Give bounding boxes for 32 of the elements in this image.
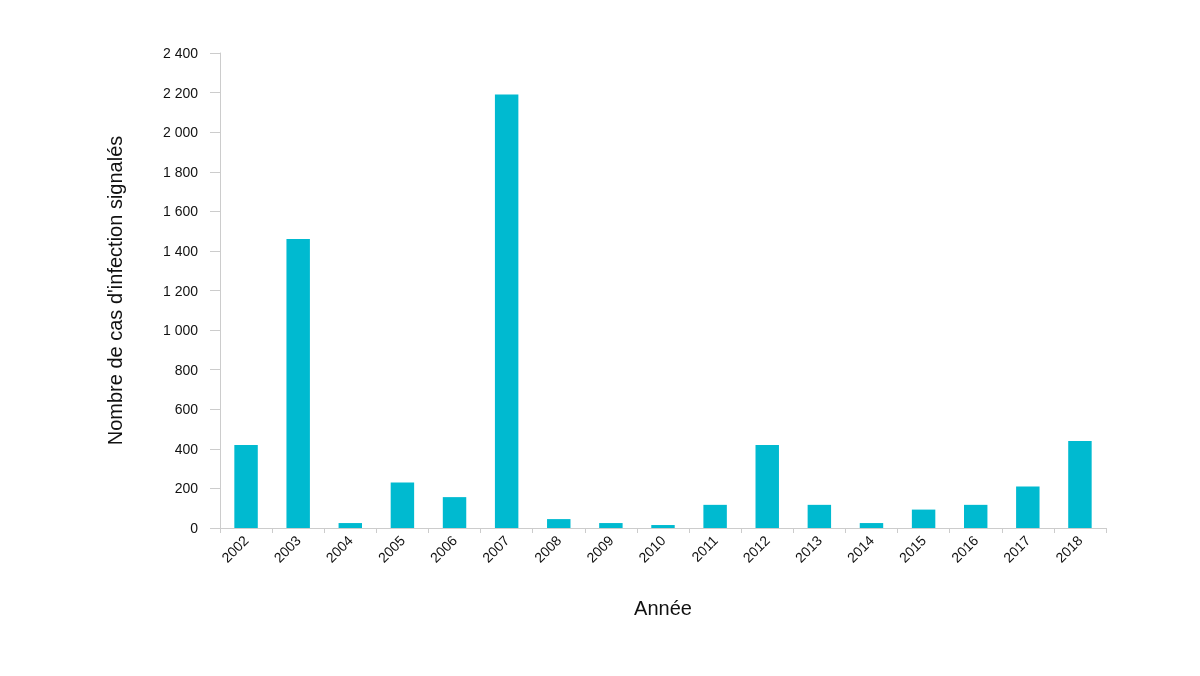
y-tick-label: 200	[174, 480, 199, 497]
bar	[1016, 486, 1040, 528]
bar	[963, 504, 988, 528]
bar	[599, 523, 623, 528]
y-tick-label: 1 600	[162, 203, 199, 220]
y-tick-label: 800	[174, 361, 199, 378]
bar	[703, 504, 727, 528]
x-axis-title: Année	[634, 597, 692, 619]
bar	[234, 444, 258, 528]
y-tick-label: 600	[174, 401, 199, 418]
bar	[859, 523, 884, 528]
y-tick-label: 1 000	[162, 322, 199, 339]
bar	[494, 94, 519, 528]
bar	[807, 504, 832, 528]
y-axis-title: Nombre de cas d'infection signalés	[104, 135, 126, 446]
bar	[1068, 440, 1092, 528]
bar	[651, 525, 675, 528]
y-tick-label: 2 200	[162, 84, 199, 101]
bar	[390, 482, 415, 528]
bar	[338, 523, 363, 528]
bar	[755, 444, 779, 528]
y-tick-label: 1 800	[162, 163, 199, 180]
y-tick-label: 2 400	[162, 45, 199, 61]
bar	[547, 519, 571, 528]
bar	[442, 497, 467, 528]
y-tick-label: 1 200	[162, 282, 199, 299]
y-tick-label: 0	[190, 520, 199, 536]
y-tick-label: 2 000	[162, 124, 199, 141]
y-tick-label: 1 400	[162, 242, 199, 259]
bar	[286, 239, 310, 528]
bar	[911, 509, 936, 528]
y-tick-label: 400	[174, 440, 199, 457]
